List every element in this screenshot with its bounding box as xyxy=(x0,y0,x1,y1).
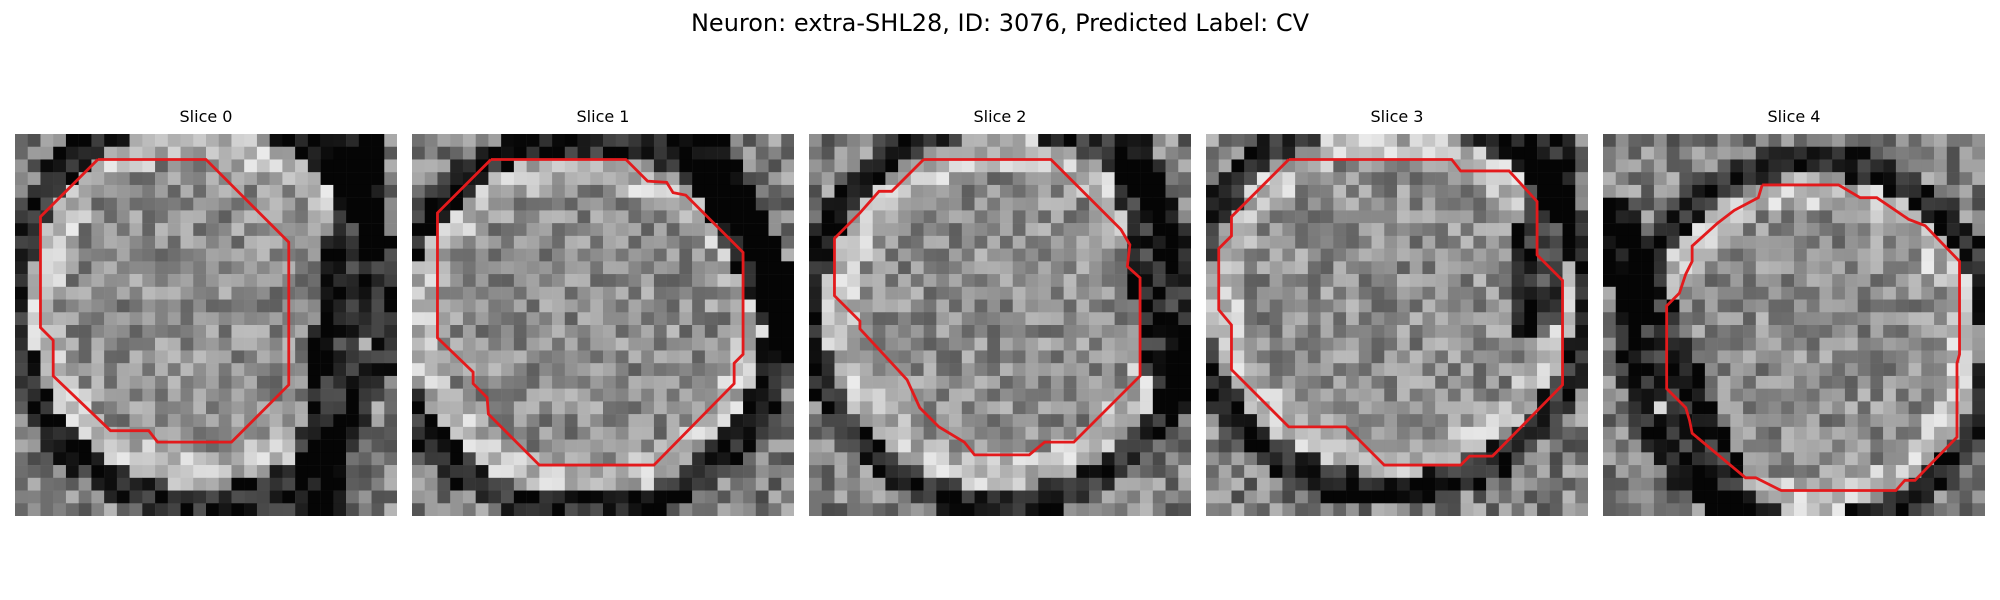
em-pixel-grid xyxy=(412,134,794,516)
slice-image xyxy=(412,134,794,516)
em-pixel-grid xyxy=(15,134,397,516)
cell-contour xyxy=(1217,158,1564,467)
slice-title: Slice 4 xyxy=(1767,107,1821,126)
em-pixel-grid xyxy=(1603,134,1985,516)
em-pixel-grid xyxy=(809,134,1191,516)
cell-contour xyxy=(1665,183,1961,492)
slice-title: Slice 1 xyxy=(576,107,630,126)
cell-contour xyxy=(436,158,745,467)
slice-image xyxy=(15,134,397,516)
slice-title: Slice 2 xyxy=(973,107,1027,126)
figure-title: Neuron: extra-SHL28, ID: 3076, Predicted… xyxy=(690,9,1310,37)
slice-image xyxy=(1603,134,1985,516)
cell-contour xyxy=(833,158,1142,457)
slice-image xyxy=(1206,134,1588,516)
slice-title: Slice 3 xyxy=(1370,107,1424,126)
slice-title: Slice 0 xyxy=(179,107,233,126)
cell-contour xyxy=(39,158,291,444)
em-pixel-grid xyxy=(1206,134,1588,516)
slice-image xyxy=(809,134,1191,516)
